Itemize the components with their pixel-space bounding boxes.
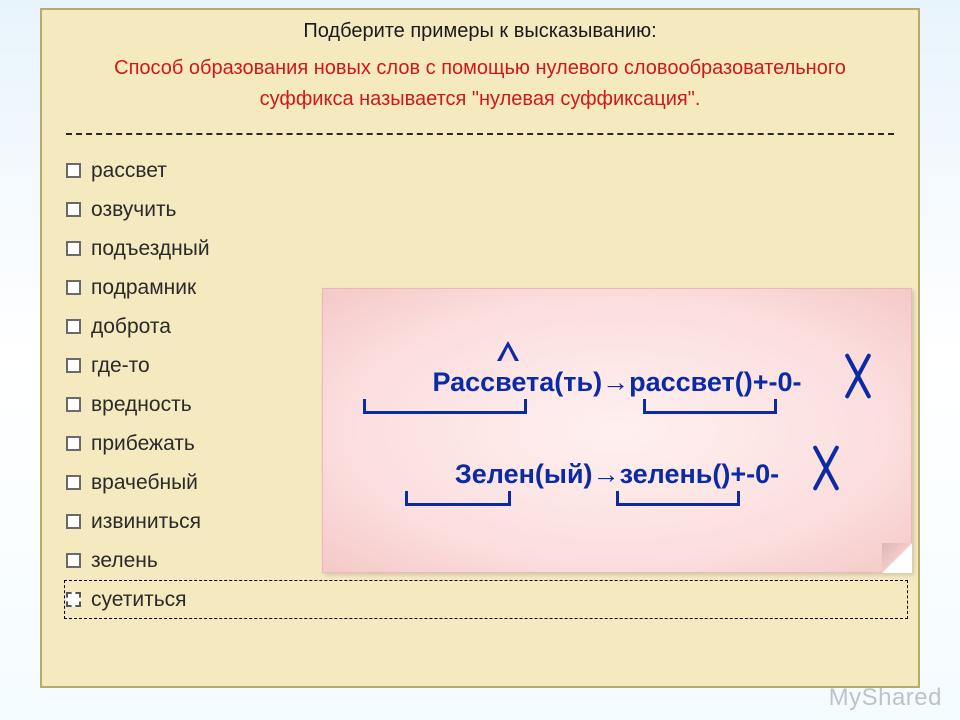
option-label: зелень — [91, 549, 158, 573]
checkbox-icon[interactable] — [66, 592, 81, 607]
exercise-card: Подберите примеры к высказыванию: Способ… — [40, 8, 920, 688]
option-label: врачебный — [91, 471, 198, 495]
option-label: рассвет — [91, 159, 167, 183]
root-bracket-2b — [616, 491, 740, 506]
option-label: где-то — [91, 354, 150, 378]
explanation-overlay: Рассвета(ть)→рассвет()+-0- Зелен(ый)→зел… — [322, 288, 912, 573]
separator — [66, 133, 894, 135]
checkbox-icon[interactable] — [66, 280, 81, 295]
word-result-2: зелень()+-0- — [620, 459, 780, 489]
option-label: доброта — [91, 315, 171, 339]
root-bracket-1a — [363, 399, 527, 414]
option-label: извиниться — [91, 510, 201, 534]
suffix-caret-icon — [497, 341, 519, 361]
arrow-icon: → — [593, 459, 620, 489]
zero-cross-icon — [811, 447, 841, 489]
checkbox-icon[interactable] — [66, 553, 81, 568]
word-result-1: рассвет()+-0- — [629, 367, 801, 397]
option-label: подрамник — [91, 276, 196, 300]
checkbox-icon[interactable] — [66, 319, 81, 334]
option-label: озвучить — [91, 198, 177, 222]
statement-text: Способ образования новых слов с помощью … — [72, 53, 888, 115]
option-row[interactable]: подъездный — [66, 229, 918, 268]
word-source-2: Зелен(ый) — [455, 459, 593, 489]
checkbox-icon[interactable] — [66, 163, 81, 178]
watermark: MyShared — [829, 684, 942, 712]
checkbox-icon[interactable] — [66, 202, 81, 217]
instruction-text: Подберите примеры к высказыванию: — [72, 20, 888, 43]
checkbox-icon[interactable] — [66, 358, 81, 373]
root-bracket-2a — [405, 491, 511, 506]
root-bracket-1b — [643, 399, 777, 414]
option-row[interactable]: рассвет — [66, 151, 918, 190]
option-label: прибежать — [91, 432, 195, 456]
word-source-1: Рассвета(ть) — [432, 367, 602, 397]
option-label: подъездный — [91, 237, 210, 261]
header: Подберите примеры к высказыванию: Способ… — [42, 10, 918, 129]
checkbox-icon[interactable] — [66, 475, 81, 490]
checkbox-icon[interactable] — [66, 241, 81, 256]
option-label: суетиться — [91, 588, 187, 612]
zero-cross-icon — [843, 355, 873, 397]
page-fold-icon — [882, 543, 912, 573]
arrow-icon: → — [602, 367, 629, 397]
option-label: вредность — [91, 393, 192, 417]
checkbox-icon[interactable] — [66, 514, 81, 529]
example-line-1: Рассвета(ть)→рассвет()+-0- — [323, 367, 911, 398]
option-row[interactable]: озвучить — [66, 190, 918, 229]
checkbox-icon[interactable] — [66, 397, 81, 412]
checkbox-icon[interactable] — [66, 436, 81, 451]
option-row[interactable]: суетиться — [64, 580, 908, 619]
